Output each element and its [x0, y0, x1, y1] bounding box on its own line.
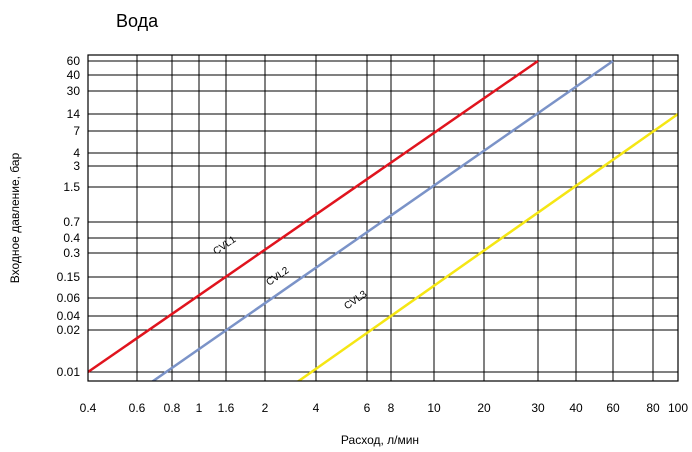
y-tick-label: 14 — [67, 107, 81, 121]
y-tick-label: 1.5 — [63, 180, 80, 194]
x-tick-label: 80 — [646, 401, 660, 415]
x-axis-ticks: 0.4 0.6 0.8 1 1.6 2 4 6 8 10 20 30 40 60 80 100 — [80, 401, 689, 415]
x-tick-label: 40 — [569, 401, 583, 415]
y-tick-label: 4 — [73, 146, 80, 160]
x-tick-label: 20 — [477, 401, 491, 415]
x-tick-label: 0.6 — [129, 401, 146, 415]
series-line-cvl2 — [150, 59, 614, 381]
y-axis-label: Входное давление, бар — [8, 152, 22, 283]
x-tick-label: 60 — [606, 401, 620, 415]
x-tick-label: 10 — [427, 401, 441, 415]
y-tick-label: 0.02 — [57, 323, 81, 337]
x-tick-label: 30 — [531, 401, 545, 415]
x-tick-label: 0.4 — [80, 401, 97, 415]
series-label-cvl3: CVL3 — [342, 289, 369, 313]
series-label-cvl2: CVL2 — [264, 265, 291, 289]
plot-frame — [87, 54, 679, 382]
y-tick-label: 0.04 — [57, 309, 81, 323]
y-tick-label: 0.15 — [57, 270, 81, 284]
x-tick-label: 6 — [364, 401, 371, 415]
y-tick-label: 0.06 — [57, 291, 81, 305]
chart-title: Вода — [116, 11, 159, 31]
y-tick-label: 3 — [73, 159, 80, 173]
x-tick-label: 1 — [196, 401, 203, 415]
x-tick-label: 2 — [262, 401, 269, 415]
y-tick-label: 30 — [67, 84, 81, 98]
x-tick-label: 1.6 — [218, 401, 235, 415]
series-label-cvl1: CVL1 — [211, 234, 238, 258]
x-tick-label: 100 — [668, 401, 688, 415]
x-axis-label: Расход, л/мин — [341, 433, 419, 447]
y-tick-label: 0.3 — [63, 246, 80, 260]
y-axis-ticks: 0.01 0.020.04 0.06 0.15 0.30.4 0.7 1.5 34 7 14 30 4… — [57, 54, 81, 379]
y-tick-label: 0.4 — [63, 231, 80, 245]
y-tick-label: 7 — [73, 124, 80, 138]
series-group — [88, 59, 678, 381]
x-tick-label: 4 — [313, 401, 320, 415]
y-tick-label: 0.7 — [63, 215, 80, 229]
series-line-cvl1 — [88, 59, 539, 374]
x-tick-label: 8 — [388, 401, 395, 415]
y-tick-label: 60 — [67, 54, 81, 68]
series-line-cvl3 — [296, 112, 678, 381]
y-tick-label: 0.01 — [57, 365, 81, 379]
grid — [87, 54, 679, 381]
y-tick-label: 40 — [67, 68, 81, 82]
x-tick-label: 0.8 — [164, 401, 181, 415]
